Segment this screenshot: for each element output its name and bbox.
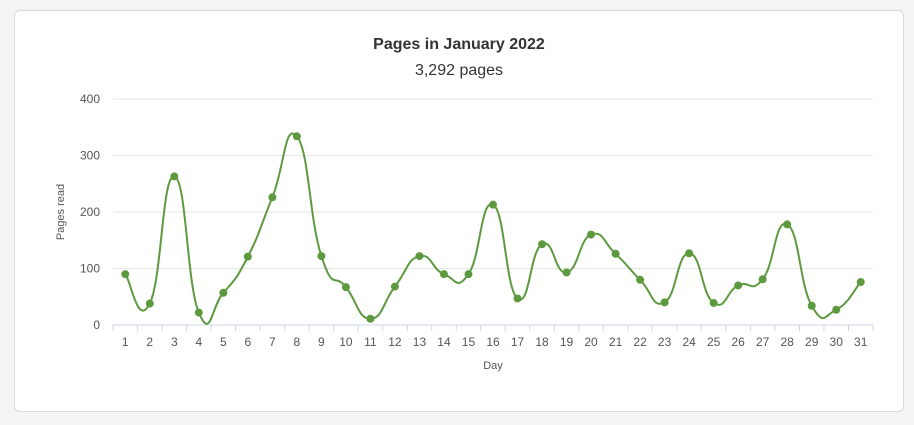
data-point-day-2[interactable]	[145, 299, 154, 308]
x-tick-label: 13	[413, 335, 427, 349]
grid-lines	[113, 98, 873, 269]
x-tick-label: 15	[462, 335, 476, 349]
data-point-day-16[interactable]	[489, 200, 497, 209]
data-point-day-26[interactable]	[734, 281, 743, 290]
x-tick-label: 29	[805, 335, 819, 349]
x-tick-label: 18	[535, 335, 549, 349]
x-tick-label: 19	[560, 335, 574, 349]
y-tick-label: 200	[80, 205, 100, 219]
x-tick-label: 17	[511, 335, 525, 349]
x-tick-label: 21	[609, 335, 623, 349]
data-point-day-18[interactable]	[538, 240, 547, 249]
x-tick-label: 11	[364, 335, 377, 349]
x-tick-label: 12	[388, 335, 402, 349]
data-point-day-6[interactable]	[243, 252, 252, 261]
data-point-day-11[interactable]	[366, 314, 375, 323]
data-point-day-22[interactable]	[636, 275, 645, 284]
x-tick-label: 26	[731, 335, 745, 349]
data-points	[121, 132, 865, 323]
data-point-day-12[interactable]	[390, 282, 399, 291]
y-axis-title: Pages read	[55, 184, 67, 240]
x-tick-label: 4	[195, 335, 202, 349]
x-tick-label: 22	[633, 335, 647, 349]
x-tick-label: 8	[294, 335, 301, 349]
y-axis-ticks: 0 100 200 300 400	[80, 92, 100, 332]
x-tick-label: 30	[830, 335, 844, 349]
data-point-day-31[interactable]	[856, 278, 865, 287]
x-tick-label: 3	[171, 335, 178, 349]
data-point-day-14[interactable]	[439, 270, 448, 279]
data-point-day-9[interactable]	[317, 252, 326, 261]
data-point-day-8[interactable]	[292, 132, 301, 141]
data-point-day-24[interactable]	[685, 249, 694, 258]
y-tick-label: 300	[80, 149, 100, 163]
x-tick-label: 1	[122, 335, 129, 349]
x-tick-label: 14	[437, 335, 451, 349]
data-point-day-4[interactable]	[194, 308, 203, 317]
x-tick-label: 6	[244, 335, 251, 349]
data-point-day-19[interactable]	[562, 268, 571, 277]
data-point-day-13[interactable]	[415, 252, 424, 261]
x-tick-label: 5	[220, 335, 227, 349]
x-tick-label: 10	[339, 335, 353, 349]
x-tick-label: 2	[146, 335, 153, 349]
chart-card	[14, 10, 904, 412]
x-tick-label: 7	[269, 335, 276, 349]
x-tick-label: 9	[318, 335, 325, 349]
y-tick-label: 100	[80, 262, 100, 276]
data-point-day-20[interactable]	[587, 230, 596, 239]
x-axis-title: Day	[483, 360, 503, 372]
data-point-day-21[interactable]	[611, 249, 620, 258]
data-point-day-25[interactable]	[709, 298, 718, 307]
chart-subtitle: 3,292 pages	[414, 62, 504, 79]
data-point-day-15[interactable]	[464, 270, 473, 279]
y-tick-label: 0	[93, 318, 100, 332]
x-axis-ticks: 1 2 3 4 5 6 7 8 9 10 11 12 13 14 15 16 17 18 19 20 21 22 23 24 2…	[112, 325, 874, 349]
x-tick-label: 27	[756, 335, 770, 349]
y-tick-label: 400	[80, 92, 100, 106]
data-point-day-30[interactable]	[832, 305, 841, 314]
data-point-day-7[interactable]	[268, 193, 277, 202]
x-tick-label: 23	[658, 335, 672, 349]
data-point-day-27[interactable]	[758, 275, 767, 284]
x-tick-label: 28	[781, 335, 795, 349]
data-point-day-29[interactable]	[807, 301, 816, 310]
data-point-day-23[interactable]	[660, 298, 669, 307]
chart-title: Pages in January 2022	[373, 36, 545, 53]
x-tick-label: 20	[584, 335, 598, 349]
x-tick-label: 25	[707, 335, 721, 349]
data-point-day-10[interactable]	[341, 283, 350, 292]
series-line	[124, 132, 862, 325]
data-point-day-3[interactable]	[170, 172, 179, 181]
data-point-day-28[interactable]	[783, 220, 792, 229]
x-tick-label: 16	[486, 335, 500, 349]
data-point-day-5[interactable]	[219, 288, 228, 297]
x-tick-label: 31	[854, 335, 868, 349]
data-point-day-17[interactable]	[513, 294, 522, 303]
x-tick-label: 24	[682, 335, 696, 349]
data-point-day-1[interactable]	[121, 270, 130, 279]
